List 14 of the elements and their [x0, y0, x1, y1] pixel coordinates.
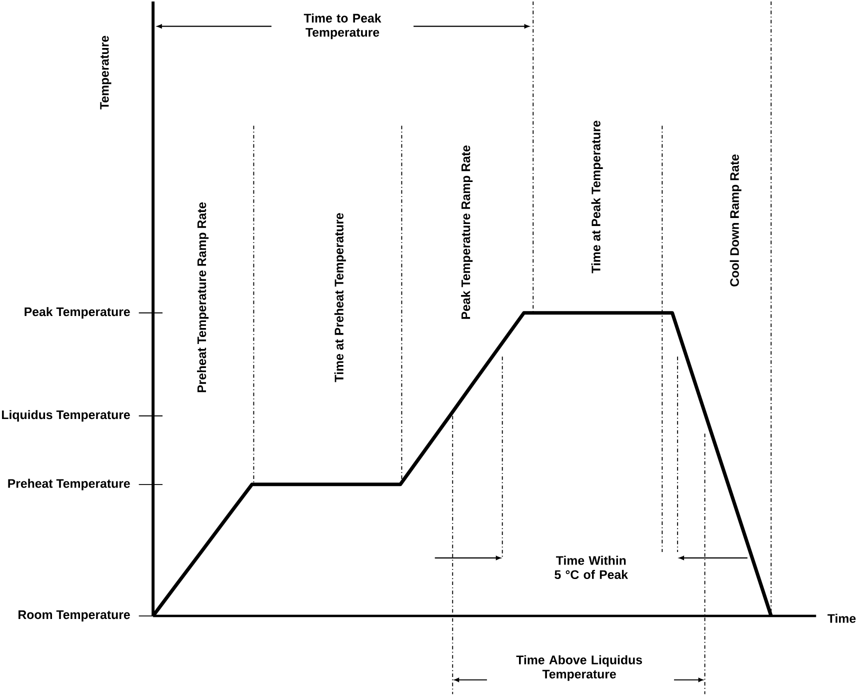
x-axis-title: Time — [828, 614, 856, 624]
annotation: Time at Preheat Temperature — [334, 213, 346, 382]
text: Time at Peak Temperature — [591, 120, 603, 274]
text: Room Temperature — [18, 610, 130, 622]
text: Liquidus Temperature — [2, 410, 130, 422]
text: Time to Peak Temperature — [304, 14, 382, 40]
annotation: Time Within 5 °C of Peak — [554, 556, 628, 580]
text: Temperature — [100, 36, 112, 110]
text: Time Above Liquidus Temperature — [516, 655, 642, 682]
annotation: Preheat Temperature Ramp Rate — [197, 202, 209, 392]
text: Preheat Temperature — [8, 478, 130, 491]
text: Cool Down Ramp Rate — [730, 154, 742, 287]
text: Peak Temperature — [24, 307, 130, 319]
annotation: Peak Temperature Ramp Rate — [461, 146, 473, 320]
